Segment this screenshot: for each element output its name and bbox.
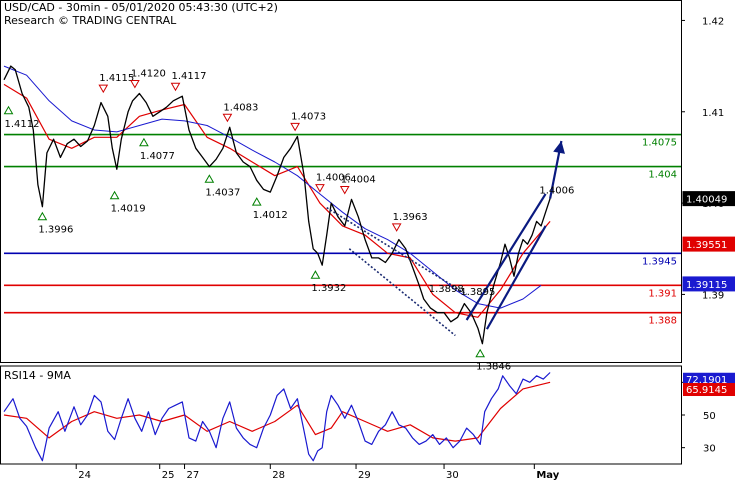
x-tick-label: 27	[187, 470, 200, 480]
price-y-tick-label: 1.42	[702, 16, 724, 27]
swing-low-marker	[310, 270, 321, 279]
trendline	[485, 225, 547, 330]
price-annotation: 1.4115	[99, 73, 134, 84]
ma-slow-line	[3, 65, 542, 309]
price-annotation: 1.4073	[291, 111, 326, 122]
price-annotation: 1.3895	[460, 287, 495, 298]
price-annotation: 1.4019	[111, 204, 146, 215]
chart-source: Research © TRADING CENTRAL	[4, 14, 177, 27]
swing-low-marker	[3, 105, 14, 115]
price-tag: 1.39115	[682, 276, 735, 292]
rsi-ma-line	[3, 381, 551, 442]
rsi-y-tick-label: 30	[703, 444, 716, 455]
rsi-y-tick-label: 50	[703, 411, 716, 422]
rsi-tag-label: 72.1901	[686, 375, 727, 386]
rsi-tag-label: 65.9145	[686, 385, 727, 396]
level-label: 1.388	[648, 316, 677, 327]
swing-low-marker	[139, 137, 149, 147]
price-annotation: 1.4006	[539, 186, 574, 197]
level-label: 1.391	[648, 288, 677, 299]
price-y-tick-label: 1.41	[702, 108, 724, 119]
swing-low-marker	[251, 197, 262, 206]
trendline	[465, 193, 547, 321]
price-annotation: 1.4012	[253, 210, 288, 221]
price-tag-fill	[683, 237, 735, 252]
x-tick-label: 28	[272, 470, 285, 480]
price-tag: 1.40049	[682, 191, 735, 207]
level-label: 1.4075	[642, 138, 677, 149]
price-y-tick-label: 1.39	[702, 290, 724, 301]
price-annotation: 1.4077	[140, 151, 175, 162]
swing-low-marker	[37, 211, 48, 221]
swing-high-marker	[98, 84, 109, 94]
price-annotation: 1.4112	[5, 119, 40, 130]
price-annotation: 1.4037	[205, 187, 240, 198]
level-label: 1.3945	[642, 256, 677, 267]
swing-high-marker	[130, 80, 140, 89]
price-annotation: 1.4120	[131, 69, 166, 80]
price-line	[3, 65, 551, 345]
x-tick-label: 24	[78, 470, 91, 480]
rsi-tag: 65.9145	[683, 383, 735, 397]
x-tick-label: May	[536, 470, 559, 480]
price-annotation: 1.4006	[316, 173, 351, 184]
price-tag-box	[682, 191, 735, 207]
price-panel-frame	[0, 0, 682, 363]
price-tag: 1.39551	[682, 236, 735, 252]
swing-high-marker	[315, 184, 325, 193]
level-label: 1.404	[648, 170, 677, 181]
x-tick-label: 25	[162, 470, 175, 480]
price-tag-label: 1.39115	[686, 280, 727, 291]
price-annotation: 1.4117	[172, 71, 207, 82]
price-annotation: 1.4083	[223, 102, 258, 113]
rsi-tag-box	[683, 372, 735, 386]
swing-high-marker	[222, 113, 233, 123]
price-annotation: 1.3963	[393, 212, 428, 223]
price-annotation: 1.3898	[429, 284, 464, 295]
rsi-line	[3, 372, 551, 462]
price-annotation: 1.3846	[476, 362, 511, 373]
swing-high-marker	[290, 122, 300, 132]
trendline	[348, 248, 456, 337]
rsi-tag: 72.1901	[683, 372, 735, 386]
swing-high-marker	[170, 82, 181, 92]
chart-title: USD/CAD - 30min - 05/01/2020 05:43:30 (U…	[4, 1, 278, 14]
swing-low-marker	[109, 190, 120, 200]
x-tick-label: 30	[446, 470, 459, 480]
price-tag-label: 1.40049	[686, 195, 727, 206]
swing-low-marker	[475, 348, 486, 358]
price-tag-label: 1.39551	[686, 240, 727, 251]
price-annotation: 1.4004	[341, 174, 376, 185]
rsi-tag-box	[683, 383, 735, 397]
price-annotation: 1.3932	[311, 283, 346, 294]
swing-high-marker	[339, 185, 350, 195]
rsi-label: RSI14 - 9MA	[4, 369, 71, 382]
ma-fast-line	[3, 83, 551, 318]
price-tag-fill	[683, 276, 735, 291]
swing-high-marker	[391, 223, 402, 232]
x-tick-label: 29	[358, 470, 371, 480]
trendline	[326, 206, 468, 296]
projection-arrow-head	[553, 140, 565, 154]
swing-low-marker	[204, 174, 215, 183]
rsi-panel-frame	[0, 365, 682, 465]
rsi-panel	[3, 372, 551, 462]
price-annotation: 1.3996	[38, 225, 73, 236]
